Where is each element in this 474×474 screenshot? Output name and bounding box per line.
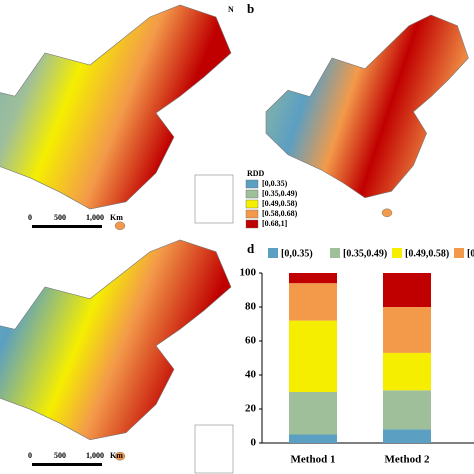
map-region	[0, 239, 232, 441]
scale-label: 500	[54, 213, 66, 222]
scale-bar	[32, 463, 102, 466]
y-tick-label: 60	[245, 335, 257, 347]
panel-label: b	[247, 1, 254, 16]
inset-box	[194, 424, 234, 474]
scale-bar	[32, 225, 102, 228]
legend-label: [0,0.35)	[281, 248, 313, 259]
legend-label: [0.35,0.49)	[262, 189, 298, 198]
bar-segment	[289, 392, 337, 435]
scale-label: 1,000	[86, 451, 104, 460]
legend-swatch	[268, 248, 278, 258]
legend-swatch	[245, 179, 259, 189]
scale-label: 1,000	[86, 213, 104, 222]
inset-box	[194, 174, 234, 224]
north-arrow: N	[228, 5, 234, 14]
legend-swatch	[392, 248, 402, 258]
y-tick-label: 0	[251, 437, 257, 449]
bar-segment	[383, 390, 431, 430]
legend-label: [0.58,0.68)	[467, 248, 474, 259]
legend-label: [0.58,0.68)	[262, 209, 298, 218]
island	[114, 451, 126, 461]
legend-swatch	[245, 199, 259, 209]
x-tick-label: Method 2	[385, 454, 430, 466]
legend-label: [0.49,0.58)	[262, 199, 298, 208]
bar-segment	[383, 273, 431, 307]
legend-label: [0,0.35)	[262, 179, 288, 188]
legend-label: [0.68,1]	[262, 219, 288, 228]
map-region	[265, 14, 469, 199]
legend-swatch	[245, 209, 259, 219]
bar-segment	[383, 352, 431, 391]
bar-segment	[289, 320, 337, 392]
y-tick-label: 100	[240, 267, 257, 279]
y-tick-label: 20	[245, 403, 257, 415]
x-tick-label: Method 1	[291, 454, 336, 466]
scale-label: 500	[54, 451, 66, 460]
legend-title: RDD	[247, 169, 265, 178]
legend-swatch	[245, 189, 259, 199]
panel-label: d	[247, 241, 255, 256]
legend-swatch	[454, 248, 464, 258]
legend-swatch	[330, 248, 340, 258]
bar-segment	[383, 429, 431, 443]
scale-label: Km	[110, 451, 123, 460]
scale-label: 0	[28, 213, 32, 222]
legend-label: [0.35,0.49)	[343, 248, 387, 259]
bar-segment	[289, 283, 337, 321]
bar-segment	[383, 307, 431, 353]
y-tick-label: 80	[245, 301, 257, 313]
scale-label: 0	[28, 451, 32, 460]
bar-segment	[289, 434, 337, 443]
bar-segment	[289, 273, 337, 284]
map-region	[0, 4, 232, 210]
y-tick-label: 40	[245, 369, 257, 381]
legend-swatch	[245, 219, 259, 229]
chart: d 0 20 40 60 80 100 [0,0.35) [0.35,0.49) [0.49,0.…	[240, 241, 474, 466]
island	[114, 221, 126, 231]
scale-label: Km	[110, 213, 123, 222]
island	[381, 208, 393, 218]
legend-label: [0.49,0.58)	[405, 248, 449, 259]
